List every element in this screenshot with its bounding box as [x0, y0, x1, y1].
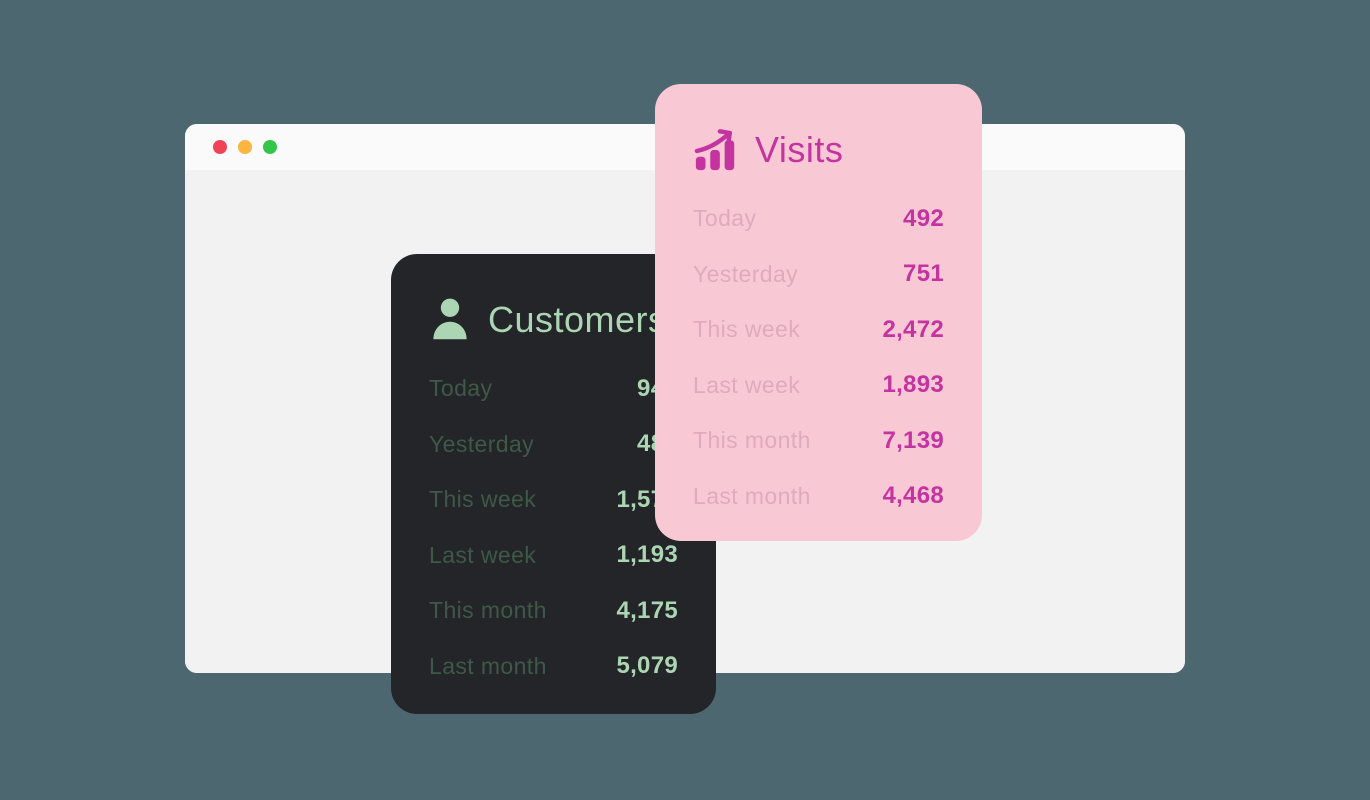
stat-value: 751 [903, 260, 944, 288]
stat-label: Today [429, 375, 493, 402]
stat-label: Last week [693, 371, 801, 398]
stat-value: 7,139 [882, 426, 944, 454]
stat-row: Last month 4,468 [693, 469, 944, 525]
customers-stat-list: Today 943 Yesterday 487 This week 1,578 … [429, 361, 678, 694]
stat-value: 1,893 [882, 371, 944, 399]
stat-value: 4,468 [882, 482, 944, 510]
stat-row: Last month 5,079 [429, 639, 678, 695]
stat-label: Last month [429, 652, 547, 679]
stat-label: Last week [429, 541, 537, 568]
person-icon [429, 298, 471, 342]
stat-row: Today 492 [693, 191, 944, 247]
stat-row: This week 2,472 [693, 302, 944, 358]
visits-stat-list: Today 492 Yesterday 751 This week 2,472 … [693, 191, 944, 524]
stat-row: Yesterday 751 [693, 247, 944, 303]
stat-value: 5,079 [616, 652, 678, 680]
stat-row: Last week 1,893 [693, 358, 944, 414]
visits-card-title: Visits [755, 129, 844, 170]
stat-row: Yesterday 487 [429, 417, 678, 473]
stat-value: 492 [903, 204, 944, 232]
stat-label: Yesterday [693, 260, 799, 287]
stat-row: This month 7,139 [693, 413, 944, 469]
stat-label: This week [429, 486, 537, 513]
stat-label: This month [429, 597, 547, 624]
window-maximize-dot[interactable] [263, 140, 277, 154]
customers-card-header: Customers [429, 296, 678, 344]
stat-value: 4,175 [616, 596, 678, 624]
visits-card-header: Visits [693, 126, 944, 174]
stat-label: Last month [693, 482, 811, 509]
stat-row: This week 1,578 [429, 472, 678, 528]
stat-label: This week [693, 316, 801, 343]
stat-label: Yesterday [429, 430, 535, 457]
stat-row: Last week 1,193 [429, 528, 678, 584]
customers-card-title: Customers [488, 299, 667, 340]
stat-value: 2,472 [882, 315, 944, 343]
visits-card: Visits Today 492 Yesterday 751 This week… [655, 84, 982, 541]
stat-label: This month [693, 427, 811, 454]
trending-up-chart-icon [693, 126, 739, 174]
stat-value: 1,193 [616, 541, 678, 569]
stat-row: This month 4,175 [429, 583, 678, 639]
stat-row: Today 943 [429, 361, 678, 417]
stat-label: Today [693, 205, 757, 232]
window-close-dot[interactable] [213, 140, 227, 154]
window-minimize-dot[interactable] [238, 140, 252, 154]
